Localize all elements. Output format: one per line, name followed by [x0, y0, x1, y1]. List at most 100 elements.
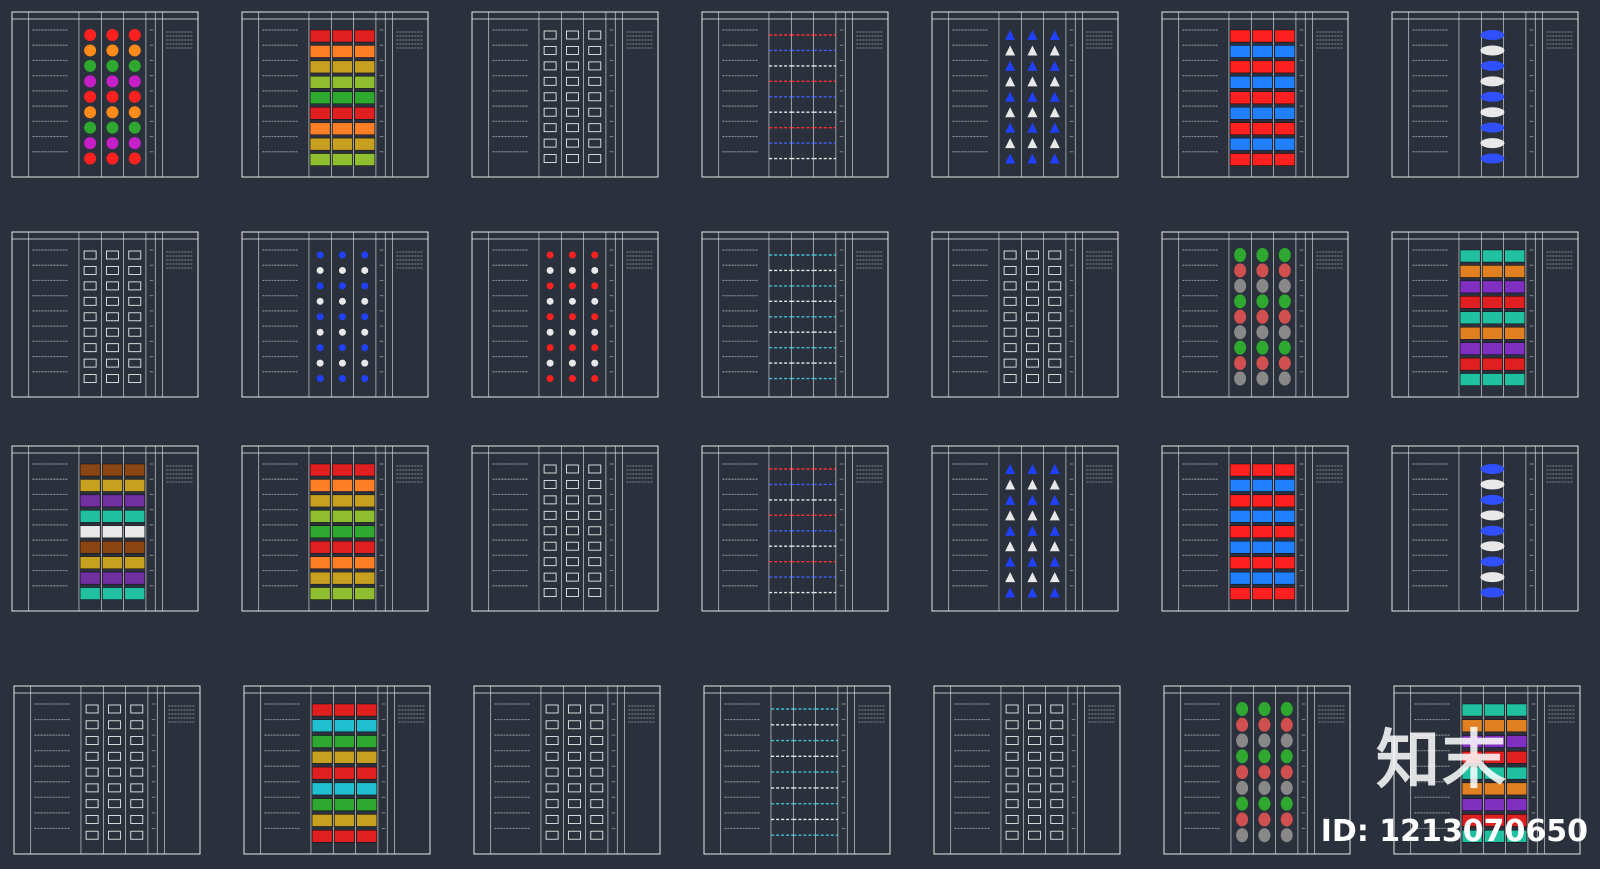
legend-symbol	[1049, 60, 1060, 71]
legend-symbol	[1252, 494, 1273, 508]
legend-symbol	[545, 720, 559, 730]
legend-symbol	[1252, 29, 1273, 43]
legend-symbol	[1459, 296, 1481, 309]
legend-symbol	[338, 313, 346, 321]
legend-symbol	[565, 510, 579, 520]
legend-symbol	[1027, 814, 1041, 824]
legend-symbol	[354, 541, 375, 554]
legend-symbol	[316, 313, 324, 321]
legend-symbol	[1274, 29, 1295, 43]
legend-symbol	[1461, 719, 1483, 732]
legend-symbol	[102, 541, 123, 554]
legend-symbol	[1256, 278, 1269, 293]
sheet-1-5	[931, 11, 1119, 178]
legend-symbol	[1484, 751, 1505, 764]
legend-symbol	[332, 122, 353, 135]
legend-symbol	[128, 75, 141, 88]
legend-symbol	[1506, 735, 1527, 748]
legend-symbol	[128, 327, 142, 337]
legend-symbol	[1274, 91, 1295, 104]
legend-symbol	[311, 782, 333, 796]
legend-symbol	[1504, 311, 1525, 324]
legend-symbol	[568, 251, 576, 259]
legend-symbol	[565, 526, 579, 536]
legend-symbol	[1027, 736, 1041, 746]
legend-symbol	[334, 782, 355, 796]
legend-symbol	[102, 587, 123, 600]
legend-symbol	[1229, 107, 1251, 120]
legend-symbol	[568, 266, 576, 274]
legend-symbol	[1050, 751, 1064, 761]
legend-symbol	[543, 138, 557, 148]
legend-symbol	[338, 282, 346, 290]
legend-symbol	[1256, 248, 1269, 262]
legend-symbol	[105, 374, 119, 384]
legend-symbol	[128, 152, 141, 165]
legend-symbol	[591, 313, 599, 321]
legend-symbol	[1234, 325, 1247, 340]
legend-symbol	[1506, 798, 1527, 811]
legend-symbol	[1050, 830, 1064, 840]
legend-symbol	[590, 751, 604, 761]
legend-symbol	[1003, 312, 1017, 322]
legend-symbol	[1506, 719, 1527, 732]
legend-symbol	[338, 266, 346, 274]
legend-symbol	[1049, 541, 1060, 552]
legend-symbol	[545, 767, 559, 777]
legend-symbol	[354, 510, 375, 523]
legend-symbol	[1252, 107, 1273, 120]
legend-symbol	[106, 29, 119, 41]
legend-symbol	[1027, 91, 1038, 102]
legend-symbol	[1049, 153, 1060, 164]
legend-symbol	[1229, 463, 1251, 477]
legend-symbol	[83, 265, 97, 275]
legend-symbol	[565, 464, 579, 474]
legend-symbol	[79, 479, 101, 492]
legend-symbol	[590, 814, 604, 824]
legend-symbol	[1506, 782, 1527, 796]
legend-symbol	[545, 736, 559, 746]
legend-symbol	[309, 479, 331, 492]
legend-symbol	[591, 328, 599, 336]
legend-symbol	[1480, 138, 1505, 149]
legend-symbol	[1459, 357, 1481, 371]
legend-symbol	[1027, 767, 1041, 777]
legend-symbol	[588, 588, 602, 598]
legend-symbol	[568, 282, 576, 290]
legend-symbol	[1005, 556, 1016, 567]
legend-symbol	[316, 375, 324, 383]
legend-symbol	[590, 799, 604, 809]
legend-symbol	[1005, 751, 1019, 761]
legend-symbol	[1278, 325, 1291, 340]
legend-symbol	[1048, 312, 1062, 322]
legend-symbol	[1484, 782, 1505, 796]
legend-symbol	[128, 250, 142, 260]
sheet-2-2	[241, 231, 429, 398]
legend-symbol	[309, 76, 331, 89]
legend-symbol	[1236, 702, 1249, 716]
legend-symbol	[354, 91, 375, 104]
legend-symbol	[1484, 735, 1505, 748]
legend-symbol	[1461, 814, 1483, 827]
legend-symbol	[354, 29, 375, 43]
legend-symbol	[107, 704, 121, 714]
legend-symbol	[85, 767, 99, 777]
legend-symbol	[1027, 494, 1038, 505]
legend-symbol	[1049, 122, 1060, 133]
sheet-4-5	[933, 685, 1121, 855]
legend-symbol	[1050, 767, 1064, 777]
legend-symbol	[567, 799, 581, 809]
legend-symbol	[565, 588, 579, 598]
legend-symbol	[1480, 30, 1505, 40]
legend-symbol	[84, 90, 97, 103]
legend-symbol	[1258, 812, 1271, 827]
legend-symbol	[1482, 280, 1503, 294]
legend-symbol	[1280, 828, 1293, 843]
legend-symbol	[1049, 107, 1060, 118]
legend-symbol	[1278, 278, 1291, 293]
legend-symbol	[1274, 153, 1295, 166]
legend-symbol	[128, 343, 142, 353]
legend-symbol	[106, 75, 119, 88]
legend-symbol	[543, 464, 557, 474]
legend-symbol	[309, 107, 331, 120]
